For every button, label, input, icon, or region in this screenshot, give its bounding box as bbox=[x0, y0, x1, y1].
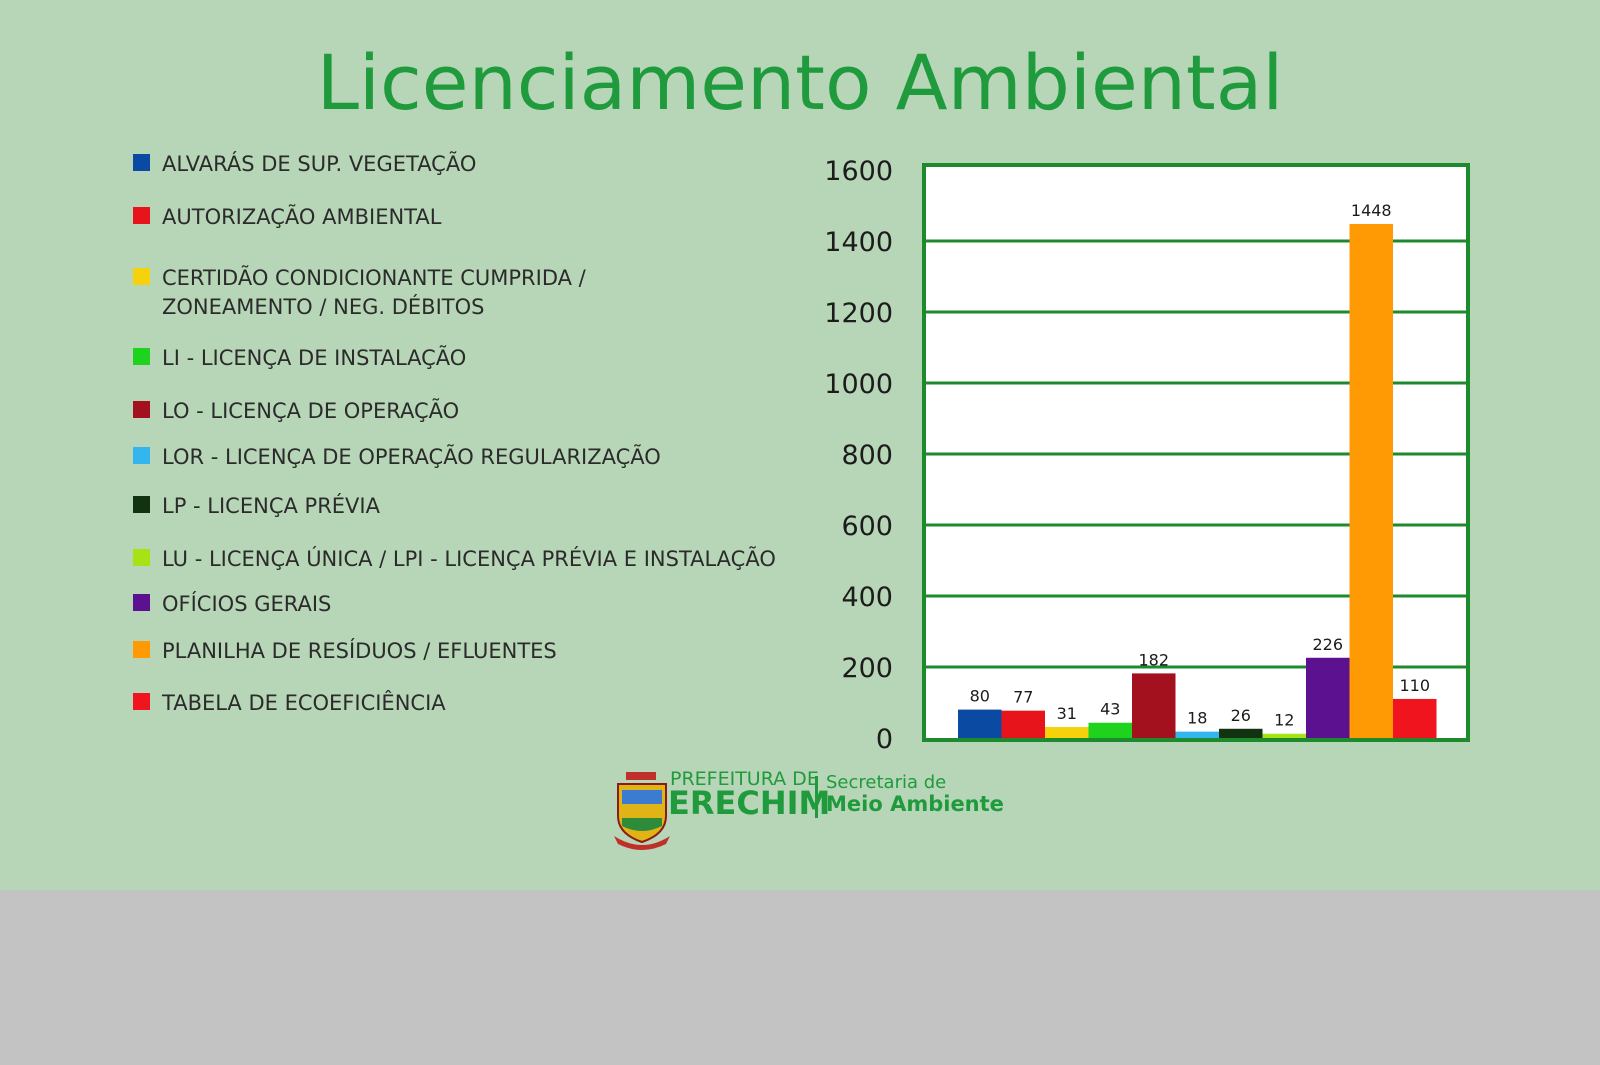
y-tick-label: 1400 bbox=[824, 227, 893, 258]
logo-line2: ERECHIM bbox=[668, 784, 831, 822]
chart-title: Licenciamento Ambiental bbox=[316, 38, 1284, 127]
legend-swatch bbox=[133, 207, 150, 224]
legend-item: CERTIDÃO CONDICIONANTE CUMPRIDA / ZONEAM… bbox=[133, 264, 586, 322]
legend-swatch bbox=[133, 401, 150, 418]
legend-swatch bbox=[133, 268, 150, 285]
city-crest-icon bbox=[614, 772, 670, 850]
legend-item: PLANILHA DE RESÍDUOS / EFLUENTES bbox=[133, 637, 557, 666]
legend-swatch bbox=[133, 641, 150, 658]
logo-line4: Meio Ambiente bbox=[826, 792, 1004, 816]
y-tick-label: 1600 bbox=[824, 156, 893, 187]
legend-label: OFÍCIOS GERAIS bbox=[162, 592, 332, 616]
legend-item: TABELA DE ECOEFICIÊNCIA bbox=[133, 689, 446, 718]
data-label: 182 bbox=[1138, 650, 1169, 669]
logo: PREFEITURA DE ERECHIM Secretaria de Meio… bbox=[612, 768, 1012, 850]
y-tick-label: 1000 bbox=[824, 369, 893, 400]
data-label: 1448 bbox=[1351, 201, 1392, 220]
data-label: 43 bbox=[1100, 700, 1120, 719]
logo-divider bbox=[815, 776, 818, 818]
legend-item: AUTORIZAÇÃO AMBIENTAL bbox=[133, 203, 441, 232]
bar bbox=[1175, 731, 1219, 738]
y-tick-label: 1200 bbox=[824, 298, 893, 329]
bar bbox=[1088, 722, 1132, 738]
legend-swatch bbox=[133, 447, 150, 464]
bar bbox=[1001, 710, 1045, 738]
legend-item: LOR - LICENÇA DE OPERAÇÃO REGULARIZAÇÃO bbox=[133, 443, 661, 472]
legend-label: LOR - LICENÇA DE OPERAÇÃO REGULARIZAÇÃO bbox=[162, 445, 661, 469]
plot-frame bbox=[922, 163, 1470, 742]
legend-swatch bbox=[133, 594, 150, 611]
legend-swatch bbox=[133, 154, 150, 171]
data-label: 226 bbox=[1312, 635, 1343, 654]
bottom-band bbox=[0, 890, 1600, 1065]
bar bbox=[1132, 673, 1176, 738]
legend-swatch bbox=[133, 549, 150, 566]
bar bbox=[1349, 223, 1393, 738]
y-tick-label: 0 bbox=[876, 724, 893, 755]
legend-label: ALVARÁS DE SUP. VEGETAÇÃO bbox=[162, 152, 477, 176]
logo-line1: PREFEITURA DE bbox=[670, 768, 819, 790]
legend-label: PLANILHA DE RESÍDUOS / EFLUENTES bbox=[162, 639, 557, 663]
data-label: 18 bbox=[1187, 709, 1207, 728]
y-tick-label: 400 bbox=[841, 582, 893, 613]
legend-item: LI - LICENÇA DE INSTALAÇÃO bbox=[133, 344, 466, 373]
legend-label: LI - LICENÇA DE INSTALAÇÃO bbox=[162, 346, 467, 370]
legend-item: OFÍCIOS GERAIS bbox=[133, 590, 331, 619]
y-tick-label: 200 bbox=[841, 653, 893, 684]
data-label: 77 bbox=[1013, 688, 1033, 707]
y-tick-label: 800 bbox=[841, 440, 893, 471]
legend-label: LU - LICENÇA ÚNICA / LPI - LICENÇA PRÉVI… bbox=[162, 547, 776, 571]
bar bbox=[1306, 657, 1350, 738]
bar bbox=[1219, 728, 1263, 738]
logo-line3: Secretaria de bbox=[826, 772, 947, 793]
legend-swatch bbox=[133, 496, 150, 513]
bar bbox=[958, 709, 1002, 738]
legend-swatch bbox=[133, 348, 150, 365]
bar bbox=[1262, 733, 1306, 738]
legend-item: LP - LICENÇA PRÉVIA bbox=[133, 492, 380, 521]
legend-swatch bbox=[133, 693, 150, 710]
bar bbox=[1393, 698, 1437, 738]
data-label: 12 bbox=[1274, 711, 1294, 730]
legend-label: CERTIDÃO CONDICIONANTE CUMPRIDA / ZONEAM… bbox=[162, 266, 586, 319]
y-tick-label: 600 bbox=[841, 511, 893, 542]
data-label: 31 bbox=[1057, 704, 1077, 723]
legend-item: ALVARÁS DE SUP. VEGETAÇÃO bbox=[133, 150, 476, 179]
bar bbox=[1045, 726, 1089, 738]
legend-label: TABELA DE ECOEFICIÊNCIA bbox=[162, 691, 446, 715]
legend-item: LO - LICENÇA DE OPERAÇÃO bbox=[133, 397, 459, 426]
data-label: 26 bbox=[1231, 706, 1251, 725]
legend: ALVARÁS DE SUP. VEGETAÇÃO AUTORIZAÇÃO AMB… bbox=[0, 0, 800, 890]
legend-label: AUTORIZAÇÃO AMBIENTAL bbox=[162, 205, 442, 229]
data-label: 80 bbox=[970, 687, 990, 706]
data-label: 110 bbox=[1399, 676, 1430, 695]
legend-label: LO - LICENÇA DE OPERAÇÃO bbox=[162, 399, 460, 423]
legend-item: LU - LICENÇA ÚNICA / LPI - LICENÇA PRÉVI… bbox=[133, 545, 776, 574]
legend-label: LP - LICENÇA PRÉVIA bbox=[162, 494, 380, 518]
